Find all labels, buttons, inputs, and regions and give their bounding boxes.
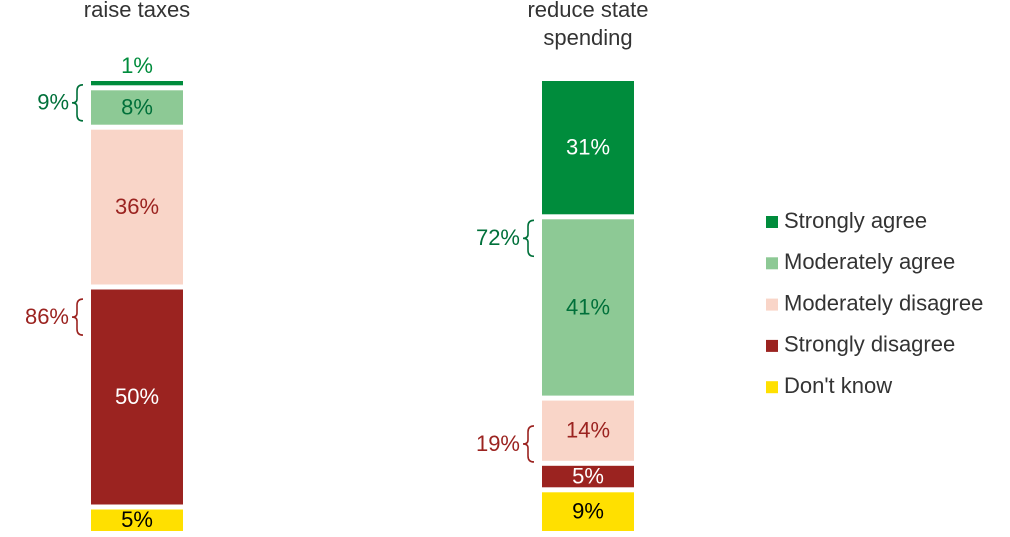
legend-label: Moderately agree bbox=[784, 249, 955, 274]
value-label: 9% bbox=[572, 498, 604, 523]
legend-swatch bbox=[766, 216, 778, 228]
category-label: raise taxes bbox=[83, 0, 191, 22]
bracket bbox=[522, 219, 535, 258]
bar-segment bbox=[91, 129, 183, 285]
legend-label: Strongly agree bbox=[784, 208, 927, 233]
total-label: 72% bbox=[476, 225, 520, 250]
bracket bbox=[71, 298, 84, 336]
bracket bbox=[71, 84, 84, 122]
value-label: 14% bbox=[566, 418, 610, 443]
bar-segment bbox=[542, 400, 634, 461]
total-label: 86% bbox=[25, 304, 69, 329]
legend-label: Strongly disagree bbox=[784, 332, 955, 357]
category-label: reduce state spending bbox=[527, 0, 649, 50]
legend-label: Don't know bbox=[784, 373, 892, 398]
bar-segment bbox=[542, 465, 634, 488]
value-label: 1% bbox=[121, 53, 153, 78]
bar-segment bbox=[91, 90, 183, 125]
legend-swatch bbox=[766, 339, 778, 352]
legend-label: Moderately disagree bbox=[784, 290, 983, 315]
legend-swatch bbox=[766, 257, 778, 270]
value-label: 5% bbox=[121, 507, 153, 532]
total-label: 9% bbox=[37, 90, 69, 115]
value-label: 8% bbox=[121, 94, 153, 119]
bar-segment bbox=[542, 492, 634, 531]
value-label: 36% bbox=[115, 194, 159, 219]
value-label: 31% bbox=[566, 134, 610, 159]
value-label: 41% bbox=[566, 294, 610, 319]
total-label: 19% bbox=[476, 431, 520, 456]
legend-swatch bbox=[766, 381, 778, 394]
bar-segment bbox=[542, 219, 634, 396]
value-label: 5% bbox=[572, 463, 604, 488]
bar-segment bbox=[91, 81, 183, 86]
bar-segment bbox=[91, 509, 183, 531]
legend-swatch bbox=[766, 298, 778, 311]
bracket bbox=[522, 425, 535, 463]
bar-segment bbox=[91, 289, 183, 505]
bar-segment bbox=[542, 81, 634, 215]
value-label: 50% bbox=[115, 384, 159, 409]
